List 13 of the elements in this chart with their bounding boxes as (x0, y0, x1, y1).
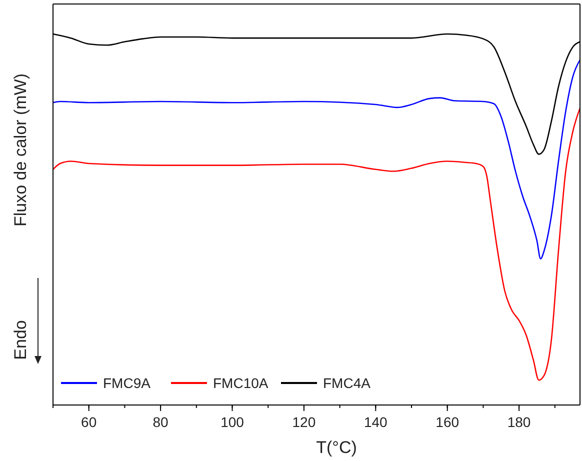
x-tick-label: 140 (364, 414, 388, 430)
x-tick-label: 120 (292, 414, 316, 430)
x-tick-label: 100 (220, 414, 244, 430)
legend-label: FMC10A (213, 375, 269, 391)
x-tick-label: 160 (436, 414, 460, 430)
x-tick-label: 80 (152, 414, 169, 430)
y-axis-title: Fluxo de calor (mW) (11, 73, 30, 227)
x-tick-label: 180 (507, 414, 531, 430)
x-axis-title: T(°C) (316, 438, 357, 457)
legend-label: FMC9A (103, 375, 152, 391)
x-tick-label: 60 (81, 414, 97, 430)
legend-label: FMC4A (323, 375, 372, 391)
text: Endo (11, 320, 30, 360)
